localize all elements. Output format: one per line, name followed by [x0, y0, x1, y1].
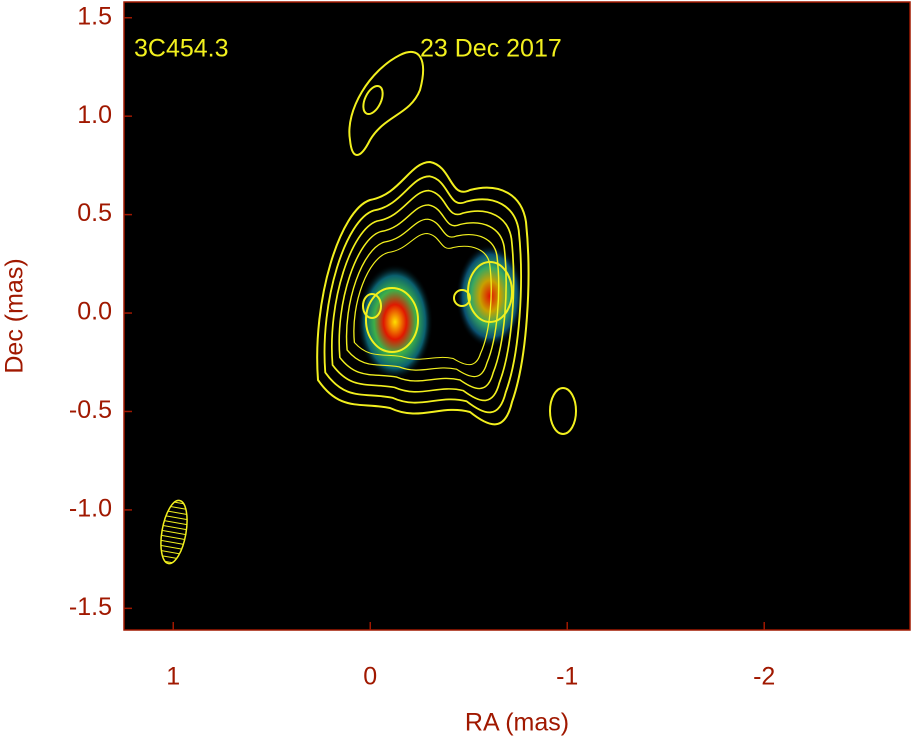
x-tick-label: -2 [753, 663, 775, 691]
y-axis-label: Dec (mas) [1, 258, 29, 373]
beam [160, 499, 188, 565]
y-tick-label: 0.5 [77, 199, 112, 227]
x-tick-label: 1 [166, 663, 180, 691]
y-tick-label: -1.0 [69, 495, 112, 523]
contour [362, 293, 382, 319]
emission [456, 244, 524, 348]
contour [362, 84, 384, 116]
y-tick-label: -1.5 [69, 593, 112, 621]
frame [123, 1, 911, 631]
contours [160, 50, 577, 565]
image [357, 244, 524, 380]
y-tick-label: 1.0 [77, 101, 112, 129]
contour [365, 287, 419, 353]
y-tick-label: 0.0 [77, 298, 112, 326]
x-tick-label: 0 [363, 663, 377, 691]
source-label: 3C454.3 [134, 35, 229, 63]
x-axis-label: RA (mas) [465, 709, 569, 737]
y-tick-label: -0.5 [69, 396, 112, 424]
chart-title: 23 Dec 2017 [420, 35, 562, 63]
y-tick-label: 1.5 [77, 2, 112, 30]
contour [348, 50, 425, 156]
contour [453, 289, 471, 307]
x-tick-label: -1 [556, 663, 578, 691]
emission [357, 264, 433, 380]
contour [549, 387, 577, 435]
